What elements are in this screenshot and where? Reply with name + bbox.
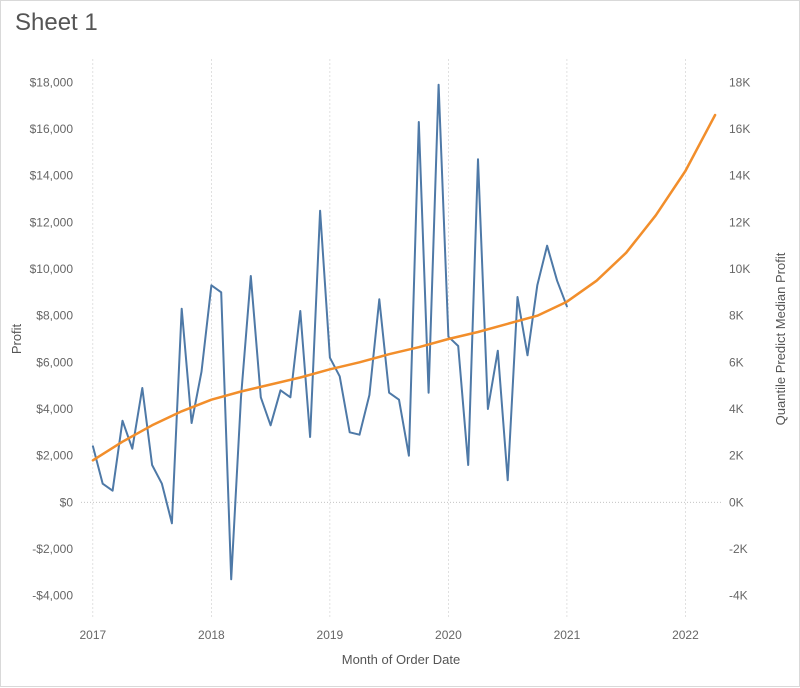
svg-text:Profit: Profit (9, 323, 24, 354)
svg-text:14K: 14K (729, 169, 750, 183)
svg-text:10K: 10K (729, 262, 750, 276)
line-chart: -$4,000 -$2,000 $0 $2,000 $4,000 $6,000 $8,000… (1, 49, 800, 688)
svg-text:-$4,000: -$4,000 (32, 589, 73, 603)
svg-text:Quantile Predict Median Profit: Quantile Predict Median Profit (773, 252, 788, 425)
svg-text:$0: $0 (60, 495, 74, 509)
svg-text:-2K: -2K (729, 542, 748, 556)
svg-text:$6,000: $6,000 (36, 355, 73, 369)
svg-text:2022: 2022 (672, 628, 699, 642)
svg-text:-$2,000: -$2,000 (32, 542, 73, 556)
svg-text:-4K: -4K (729, 589, 748, 603)
svg-text:2021: 2021 (554, 628, 581, 642)
svg-text:$4,000: $4,000 (36, 402, 73, 416)
svg-text:$8,000: $8,000 (36, 309, 73, 323)
svg-text:0K: 0K (729, 495, 744, 509)
svg-text:16K: 16K (729, 122, 750, 136)
svg-text:6K: 6K (729, 355, 744, 369)
svg-text:$14,000: $14,000 (30, 169, 74, 183)
svg-text:2017: 2017 (80, 628, 107, 642)
chart-frame: { "title": "Sheet 1", "layout": { "width… (0, 0, 800, 687)
svg-text:$2,000: $2,000 (36, 449, 73, 463)
svg-text:8K: 8K (729, 309, 744, 323)
svg-text:4K: 4K (729, 402, 744, 416)
svg-text:18K: 18K (729, 75, 750, 89)
svg-text:$18,000: $18,000 (30, 75, 74, 89)
svg-text:$10,000: $10,000 (30, 262, 74, 276)
sheet-title: Sheet 1 (15, 9, 98, 37)
svg-text:2018: 2018 (198, 628, 225, 642)
svg-text:Month of Order Date: Month of Order Date (342, 652, 461, 667)
svg-text:2019: 2019 (317, 628, 344, 642)
series-quantile-predict-median-profit (93, 115, 715, 460)
svg-text:12K: 12K (729, 215, 750, 229)
svg-text:2K: 2K (729, 449, 744, 463)
svg-text:$12,000: $12,000 (30, 215, 74, 229)
svg-text:2020: 2020 (435, 628, 462, 642)
svg-text:$16,000: $16,000 (30, 122, 74, 136)
